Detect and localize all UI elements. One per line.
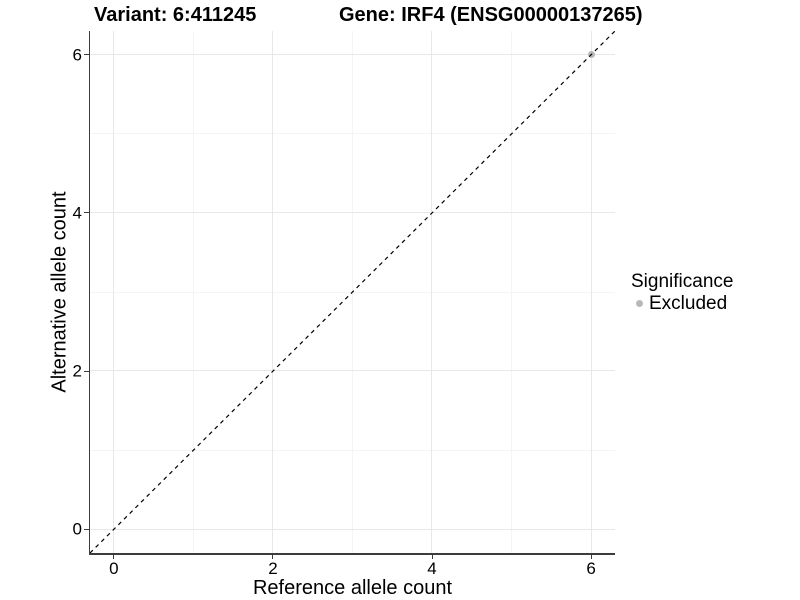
- y-tick-label: 4: [72, 203, 82, 223]
- x-tick-mark: [272, 555, 274, 559]
- plot-panel: [90, 31, 615, 553]
- x-tick-label: 4: [427, 559, 437, 578]
- y-major-gridline: [90, 212, 615, 214]
- x-tick-label: 2: [268, 559, 278, 578]
- x-tick-mark: [590, 555, 592, 559]
- y-tick-label: 2: [72, 361, 82, 381]
- plot-title-variant: Variant: 6:411245: [94, 4, 257, 26]
- y-major-gridline: [90, 54, 615, 56]
- y-tick-label: 6: [72, 45, 82, 65]
- y-tick-mark: [83, 370, 89, 372]
- x-major-gridline: [113, 31, 115, 553]
- x-axis-line: [88, 553, 615, 555]
- x-axis-title: Reference allele count: [252, 577, 452, 599]
- y-tick-mark: [83, 212, 89, 214]
- legend-item-excluded: Excluded: [631, 294, 733, 313]
- x-major-gridline: [431, 31, 433, 553]
- identity-line: [90, 31, 615, 553]
- y-axis-title: Alternative allele count: [48, 191, 71, 393]
- y-minor-gridline: [90, 449, 615, 451]
- y-tick-mark: [83, 528, 89, 530]
- y-minor-gridline: [90, 133, 615, 135]
- plot-title-gene: Gene: IRF4 (ENSG00000137265): [339, 4, 643, 26]
- legend-key-dot: [636, 300, 643, 307]
- x-tick-label: 0: [109, 559, 119, 578]
- legend-item-label: Excluded: [649, 293, 728, 314]
- y-tick-mark: [83, 54, 89, 56]
- legend-title: Significance: [631, 271, 734, 292]
- y-major-gridline: [90, 528, 615, 530]
- x-major-gridline: [590, 31, 592, 553]
- x-tick-mark: [431, 555, 433, 559]
- y-major-gridline: [90, 370, 615, 372]
- identity-line-svg: [90, 31, 615, 553]
- y-axis-line: [88, 31, 90, 555]
- x-tick-label: 6: [586, 559, 596, 578]
- legend: Significance Excluded: [631, 271, 733, 313]
- x-major-gridline: [272, 31, 274, 553]
- y-tick-label: 0: [72, 519, 82, 539]
- x-tick-mark: [113, 555, 115, 559]
